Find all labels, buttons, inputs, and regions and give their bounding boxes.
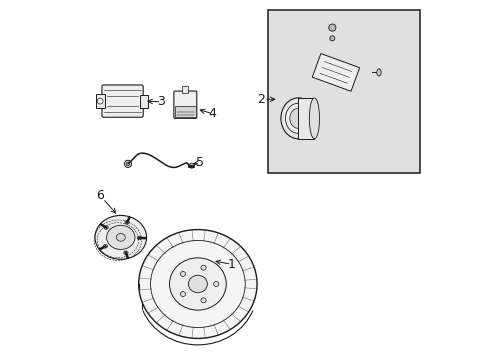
Ellipse shape	[125, 221, 129, 224]
Bar	[175, 106, 195, 117]
Circle shape	[124, 160, 131, 167]
Circle shape	[97, 98, 103, 104]
Circle shape	[328, 24, 335, 31]
Ellipse shape	[103, 244, 107, 248]
Ellipse shape	[180, 271, 185, 276]
Polygon shape	[312, 54, 359, 91]
Text: 2: 2	[256, 93, 264, 106]
Ellipse shape	[309, 98, 319, 139]
Ellipse shape	[106, 225, 135, 249]
Text: 6: 6	[96, 189, 104, 202]
Bar	[298, 98, 314, 139]
Ellipse shape	[201, 265, 206, 270]
Bar	[140, 95, 148, 108]
Bar	[96, 94, 104, 108]
Ellipse shape	[116, 234, 125, 241]
Text: 3: 3	[157, 95, 165, 108]
Ellipse shape	[280, 98, 315, 139]
Ellipse shape	[139, 230, 257, 338]
Ellipse shape	[123, 251, 128, 255]
Circle shape	[329, 36, 334, 41]
Circle shape	[126, 162, 129, 166]
Ellipse shape	[201, 298, 206, 303]
FancyBboxPatch shape	[102, 85, 143, 117]
Ellipse shape	[213, 282, 218, 287]
Ellipse shape	[95, 215, 146, 259]
FancyBboxPatch shape	[174, 91, 196, 118]
Bar	[182, 86, 188, 93]
Text: 5: 5	[195, 156, 203, 169]
Ellipse shape	[180, 292, 185, 297]
Ellipse shape	[169, 258, 226, 310]
Text: 4: 4	[208, 107, 216, 120]
Ellipse shape	[376, 69, 380, 76]
Circle shape	[189, 163, 194, 168]
Ellipse shape	[104, 226, 108, 229]
Ellipse shape	[137, 236, 141, 240]
Ellipse shape	[285, 103, 310, 134]
Text: 1: 1	[227, 258, 235, 271]
Ellipse shape	[188, 275, 207, 293]
Ellipse shape	[289, 108, 306, 129]
Bar	[267, 10, 419, 173]
